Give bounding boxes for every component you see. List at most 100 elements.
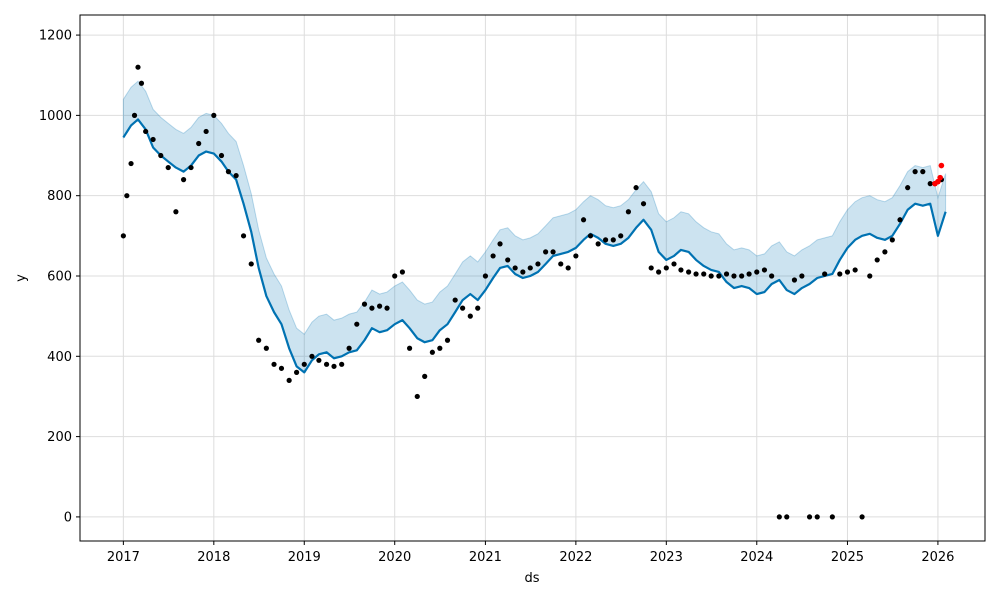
observed-point xyxy=(776,514,782,520)
observed-point xyxy=(701,271,707,277)
recent-points xyxy=(932,162,945,187)
observed-point xyxy=(437,345,443,351)
observed-point xyxy=(822,271,828,277)
observed-point xyxy=(686,269,692,275)
y-tick-label: 400 xyxy=(47,350,72,365)
observed-point xyxy=(731,273,737,279)
observed-point xyxy=(369,305,375,311)
observed-point xyxy=(618,233,624,239)
y-tick-label: 600 xyxy=(47,269,72,284)
observed-point xyxy=(791,277,798,283)
observed-point xyxy=(278,365,285,371)
observed-point xyxy=(271,361,277,367)
observed-point xyxy=(716,273,722,279)
y-tick-label: 1000 xyxy=(39,109,72,124)
recent-point xyxy=(937,174,943,181)
observed-point xyxy=(150,136,156,143)
observed-point xyxy=(587,233,594,239)
observed-point xyxy=(135,64,141,70)
observed-point xyxy=(520,269,526,275)
observed-point xyxy=(392,273,398,279)
observed-point xyxy=(120,233,126,239)
observed-point xyxy=(406,345,413,351)
observed-point xyxy=(460,305,466,311)
observed-point xyxy=(196,140,202,147)
x-tick-label: 2020 xyxy=(378,550,411,565)
observed-point xyxy=(859,514,865,520)
x-tick-label: 2022 xyxy=(559,550,592,565)
x-tick-label: 2017 xyxy=(107,550,140,565)
x-tick-label: 2021 xyxy=(469,550,502,565)
x-tick-label: 2023 xyxy=(650,550,683,565)
observed-point xyxy=(158,152,164,159)
observed-point xyxy=(399,269,405,275)
observed-point xyxy=(218,152,225,159)
x-axis-label: ds xyxy=(524,571,539,586)
observed-point xyxy=(354,321,360,327)
observed-point xyxy=(656,269,662,275)
y-axis: 0 200 400 600 800 1000 1200 xyxy=(39,29,80,525)
observed-point xyxy=(708,273,714,279)
observed-point xyxy=(852,267,858,273)
observed-point xyxy=(912,169,918,175)
observed-point xyxy=(633,185,639,191)
observed-point xyxy=(806,514,813,520)
observed-point xyxy=(361,301,368,307)
observed-point xyxy=(482,273,489,279)
observed-point xyxy=(527,265,533,271)
observed-point xyxy=(301,361,307,367)
observed-point xyxy=(814,514,820,520)
observed-point xyxy=(422,373,428,379)
observed-point xyxy=(316,357,322,363)
observed-point xyxy=(240,233,247,239)
observed-point xyxy=(784,514,790,520)
x-tick-label: 2025 xyxy=(831,550,864,565)
observed-point xyxy=(131,112,138,118)
observed-point xyxy=(346,345,352,351)
observed-point xyxy=(625,209,632,215)
x-tick-label: 2024 xyxy=(740,550,773,565)
observed-point xyxy=(138,80,145,86)
observed-point xyxy=(874,257,880,263)
observed-point xyxy=(263,345,269,351)
observed-point xyxy=(203,128,209,135)
observed-point xyxy=(723,271,730,277)
observed-point xyxy=(180,177,187,183)
observed-point xyxy=(256,337,262,343)
observed-point xyxy=(754,269,760,275)
observed-point xyxy=(535,261,541,267)
observed-point xyxy=(837,271,843,277)
observed-point xyxy=(640,201,647,207)
observed-point xyxy=(678,267,684,273)
observed-point xyxy=(444,337,451,343)
observed-point xyxy=(512,265,518,271)
observed-point xyxy=(323,361,330,367)
observed-point xyxy=(429,349,435,355)
observed-point xyxy=(475,305,481,311)
plot-background xyxy=(80,15,985,541)
observed-point xyxy=(124,193,130,199)
observed-point xyxy=(603,237,609,243)
forecast-line xyxy=(122,118,947,374)
observed-point xyxy=(339,361,345,367)
observed-point xyxy=(595,241,601,247)
observed-point xyxy=(920,169,926,175)
observed-point xyxy=(497,241,503,247)
observed-point xyxy=(580,217,587,223)
observed-point xyxy=(143,128,149,135)
x-tick-label: 2019 xyxy=(288,550,321,565)
observed-point xyxy=(927,181,933,187)
observed-point xyxy=(128,160,134,167)
observed-point xyxy=(286,377,292,383)
observed-point xyxy=(671,261,677,267)
observed-point xyxy=(648,265,654,271)
observed-point xyxy=(248,261,254,267)
observed-point xyxy=(377,303,383,309)
observed-point xyxy=(867,273,873,279)
observed-point xyxy=(844,269,851,275)
x-tick-label: 2018 xyxy=(197,550,230,565)
observed-point xyxy=(897,217,903,223)
observed-point xyxy=(573,253,579,259)
recent-point xyxy=(938,162,945,169)
y-tick-label: 0 xyxy=(64,510,72,525)
